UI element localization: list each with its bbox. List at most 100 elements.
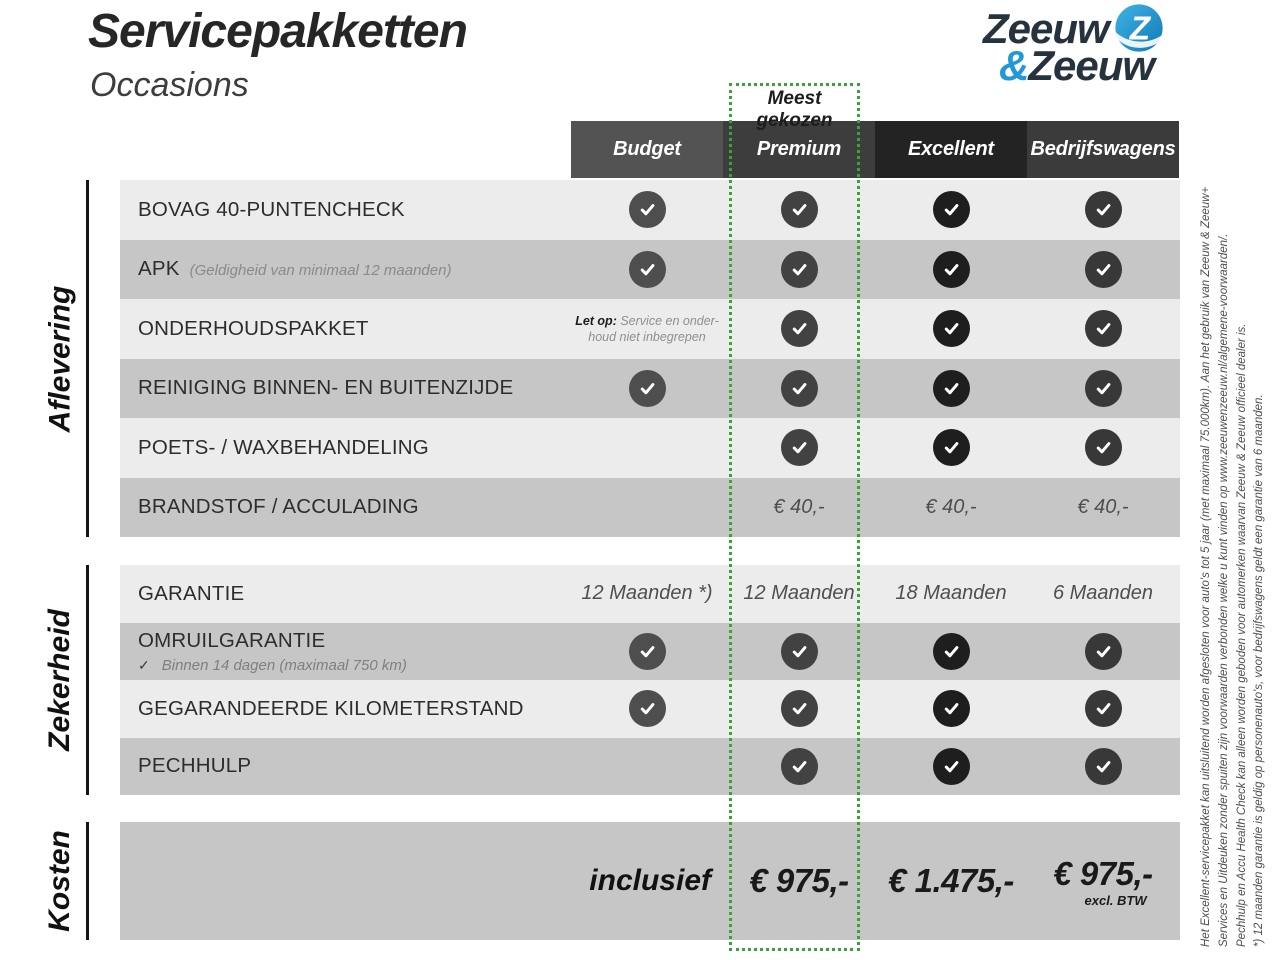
row-label: APK <box>138 257 180 281</box>
checkmark-glyph <box>1096 204 1110 216</box>
row-label-line: BRANDSTOF / ACCULADING <box>138 495 419 519</box>
cell-excellent <box>875 359 1027 419</box>
checkmark-glyph <box>1096 323 1110 335</box>
cell-value: € 40,- <box>1077 495 1129 518</box>
section-label-kosten: Kosten <box>43 830 76 932</box>
cell-bedrijfswagens: € 40,- <box>1027 478 1179 538</box>
check-icon <box>780 369 818 407</box>
check-icon <box>932 310 970 348</box>
cell-value: € 40,- <box>773 495 825 518</box>
checkmark-glyph <box>944 645 958 658</box>
fineprint-text: Het Excellent-servicepakket kan uitsluit… <box>1198 117 1270 947</box>
row-subtext-label: Binnen 14 dagen (maximaal 750 km) <box>161 656 407 674</box>
cell-budget: 12 Maanden *) <box>571 565 723 623</box>
row-label-line: GARANTIE <box>138 582 244 606</box>
check-icon <box>780 429 818 467</box>
cell-budget <box>571 623 723 681</box>
logo-ampersand: & <box>999 42 1029 89</box>
cell-excellent <box>875 418 1027 478</box>
check-icon <box>780 250 818 288</box>
column-header-budget: Budget <box>571 121 723 178</box>
fineprint-line: *) 12 maanden garantie is geldig op pers… <box>1253 394 1266 947</box>
letop-note: Let op: Service en onder-houd niet inbeg… <box>575 313 719 344</box>
price-value: € 975,- <box>749 862 849 899</box>
check-icon <box>780 747 818 785</box>
checkmark-glyph <box>1096 645 1110 658</box>
cell-premium: 12 Maanden <box>723 565 875 623</box>
section-divider-aflevering <box>86 180 89 537</box>
row-label-wrap: BRANDSTOF / ACCULADING <box>120 478 419 538</box>
table-row: REINIGING BINNEN- EN BUITENZIJDE <box>120 358 1180 419</box>
cell-value: 12 Maanden *) <box>581 582 713 605</box>
checkmark-glyph <box>1096 703 1110 715</box>
check-icon <box>1084 632 1122 670</box>
row-label-line: POETS- / WAXBEHANDELING <box>138 436 429 460</box>
checkmark-glyph <box>1096 442 1110 454</box>
section-divider-zekerheid <box>86 565 89 795</box>
cell-premium <box>723 180 875 240</box>
cell-premium <box>723 680 875 738</box>
cell-budget <box>571 240 723 300</box>
check-icon <box>1084 429 1122 467</box>
cell-bedrijfswagens: € 975,- excl. BTW <box>1027 822 1179 940</box>
cell-excellent: 18 Maanden <box>875 565 1027 623</box>
check-icon <box>780 632 818 670</box>
page-subtitle: Occasions <box>90 66 249 104</box>
price-box: € 975,- <box>749 862 849 900</box>
row-label: BOVAG 40-PUNTENCHECK <box>138 197 405 221</box>
check-icon <box>628 369 666 407</box>
cell-bedrijfswagens <box>1027 418 1179 478</box>
check-icon <box>628 191 666 229</box>
row-label-wrap: GARANTIE <box>120 565 244 623</box>
checkmark-glyph <box>640 263 654 276</box>
cell-premium <box>723 418 875 478</box>
included-label: inclusief <box>589 864 711 897</box>
table-row: ONDERHOUDSPAKKET Let op: Service en onder… <box>120 299 1180 359</box>
table-row: inclusief € 975,- € 1.475,- € 975,- excl. BT… <box>120 822 1180 940</box>
cell-value: € 40,- <box>925 495 977 518</box>
row-label-line: PECHHULP <box>138 754 251 778</box>
row-label-line: OMRUILGARANTIE <box>138 629 407 653</box>
check-icon <box>780 191 818 229</box>
small-check-icon: ✓ <box>138 656 150 673</box>
cell-excellent <box>875 623 1027 681</box>
table-row: POETS- / WAXBEHANDELING <box>120 418 1180 478</box>
row-label: POETS- / WAXBEHANDELING <box>138 435 429 459</box>
cell-excellent: € 1.475,- <box>875 822 1027 940</box>
price-box: € 975,- excl. BTW <box>1053 854 1153 908</box>
cell-premium <box>723 359 875 419</box>
row-label-wrap: POETS- / WAXBEHANDELING <box>120 418 429 478</box>
zeeuw-en-zeeuw-logo: Zeeuw Z &Zeeuw <box>983 2 1203 88</box>
checkmark-glyph <box>792 760 806 773</box>
price-note: excl. BTW <box>1084 892 1147 908</box>
row-label-wrap: ONDERHOUDSPAKKET <box>120 299 369 359</box>
check-icon <box>1084 690 1122 728</box>
row-label-line: REINIGING BINNEN- EN BUITENZIJDE <box>138 376 513 400</box>
price-value: € 975,- <box>1053 854 1153 892</box>
cell-premium: € 40,- <box>723 478 875 538</box>
price-value: € 1.475,- <box>888 862 1014 899</box>
checkmark-glyph <box>792 645 806 658</box>
cell-bedrijfswagens <box>1027 299 1179 359</box>
cell-excellent <box>875 180 1027 240</box>
checkmark-glyph <box>944 382 958 395</box>
check-icon <box>780 310 818 348</box>
cell-excellent <box>875 738 1027 796</box>
check-icon <box>932 369 970 407</box>
cell-excellent: € 40,- <box>875 478 1027 538</box>
checkmark-glyph <box>1096 760 1110 773</box>
column-header-premium: Premium <box>723 121 875 178</box>
cell-budget: Let op: Service en onder-houd niet inbeg… <box>571 299 723 359</box>
check-icon <box>780 690 818 728</box>
cell-bedrijfswagens <box>1027 359 1179 419</box>
table-row: PECHHULP <box>120 737 1180 796</box>
cell-value: 6 Maanden <box>1052 582 1154 605</box>
check-icon <box>628 250 666 288</box>
cell-value: 12 Maanden <box>743 582 855 605</box>
cell-budget <box>571 359 723 419</box>
logo-line-1: Zeeuw Z <box>983 2 1203 56</box>
cell-bedrijfswagens <box>1027 623 1179 681</box>
checkmark-glyph <box>792 382 806 395</box>
table-row: BOVAG 40-PUNTENCHECK <box>120 180 1180 240</box>
